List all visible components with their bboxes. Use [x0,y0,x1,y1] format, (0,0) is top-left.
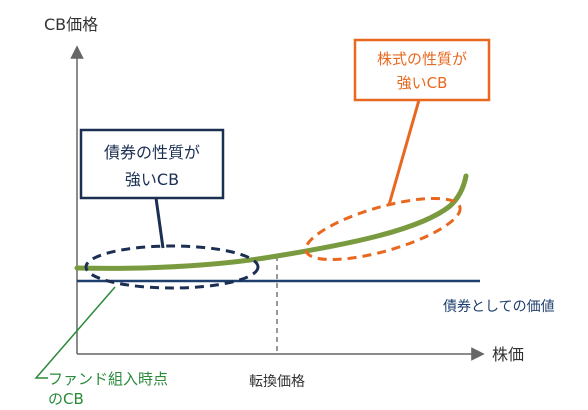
x-axis-label: 株価 [492,345,524,364]
cb-price-curve [74,173,469,271]
conversion-price-label: 転換価格 [249,374,305,390]
stock-like-region-ellipse [304,196,462,262]
bond-callout-box [79,128,225,200]
stock-callout-line2: 強いCB [397,74,448,92]
bond-like-region-ellipse [84,244,260,290]
stock-callout-line1: 株式の性質が [377,50,467,68]
bond-callout-line1: 債券の性質が [104,143,200,162]
fund-entry-pointer [34,286,116,379]
fund-entry-line1: ファンド組入時点 [48,370,168,388]
bond-value-label: 債券としての価値 [443,299,555,315]
fund-entry-line2: のCB [48,390,84,408]
bond-callout-line2: 強いCB [125,170,179,189]
stock-callout-box [353,38,491,102]
stock-callout-pointer [387,99,421,206]
bond-callout-pointer [154,197,165,249]
y-axis-label: CB価格 [44,15,98,34]
